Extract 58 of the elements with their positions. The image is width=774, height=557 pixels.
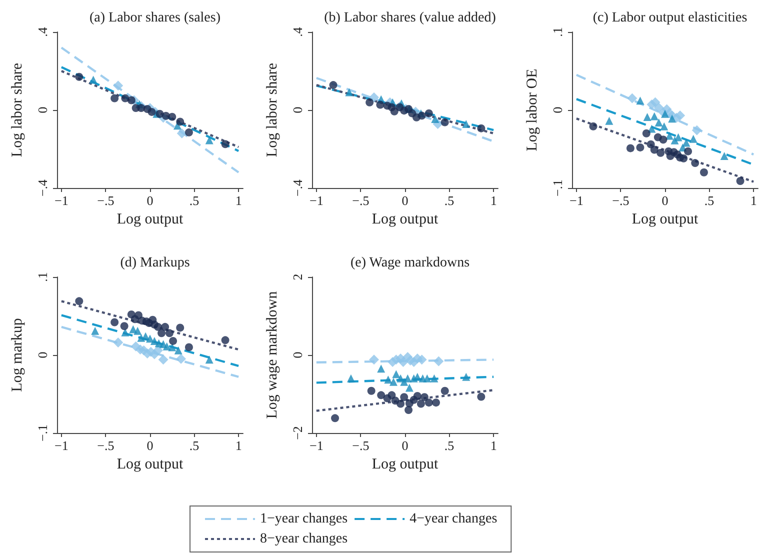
x-tick-label: 0 (402, 438, 408, 453)
x-tick-label: −.5 (352, 438, 370, 453)
x-tick-label: 1 (235, 193, 242, 208)
x-tick-label: .5 (189, 438, 200, 453)
x-axis-title: Log output (372, 456, 439, 472)
x-tick-label: −1 (54, 438, 68, 453)
y-axis-title: Log labor share (10, 62, 26, 158)
legend-label: 8−year changes (260, 532, 348, 546)
x-tick-label: .5 (444, 438, 454, 453)
y-axis-title: Log wage markdown (264, 290, 280, 419)
x-tick-label: 0 (662, 193, 668, 208)
y-axis-title: Log labor share (264, 62, 280, 158)
chart-title: (c) Labor output elasticities (592, 10, 748, 26)
legend-label: 1−year changes (260, 512, 348, 526)
y-tick-label: 0 (290, 352, 305, 358)
chart-title: (b) Labor shares (value added) (324, 10, 496, 26)
x-tick-label: −1 (570, 193, 584, 208)
x-axis-title: Log output (116, 456, 184, 472)
y-tick-label: .1 (550, 27, 565, 37)
x-tick-label: 1 (490, 438, 497, 453)
x-tick-label: 1 (235, 438, 242, 453)
x-axis-title: Log output (632, 212, 699, 228)
y-tick-label: .4 (290, 26, 305, 37)
y-tick-label: 0 (35, 106, 50, 114)
x-tick-label: 1 (490, 193, 497, 208)
x-tick-label: .5 (444, 193, 454, 208)
y-tick-label: −.1 (35, 424, 50, 442)
y-tick-label: 0 (35, 352, 50, 358)
y-tick-label: −2 (290, 426, 305, 440)
x-tick-label: −.5 (97, 438, 114, 453)
legend-label: 4−year changes (410, 512, 498, 526)
x-tick-label: −.5 (352, 193, 370, 208)
x-tick-label: 0 (402, 193, 408, 208)
y-tick-label: .4 (35, 26, 50, 37)
x-tick-label: 0 (146, 193, 154, 208)
x-tick-label: 1 (750, 193, 757, 208)
y-tick-label: −.1 (550, 179, 565, 197)
x-tick-label: .5 (189, 193, 200, 208)
x-tick-label: −.5 (612, 193, 630, 208)
y-tick-label: 0 (290, 106, 305, 114)
x-tick-label: −.5 (97, 193, 114, 208)
x-tick-label: .5 (704, 193, 714, 208)
y-axis-title: Log labor OE (524, 68, 540, 152)
chart-title: (d) Markups (120, 256, 190, 270)
x-tick-label: −1 (310, 438, 324, 453)
y-tick-label: −.4 (290, 178, 305, 197)
chart-title: (e) Wage markdowns (350, 256, 470, 270)
x-axis-title: Log output (372, 212, 439, 228)
y-tick-label: 2 (290, 274, 305, 280)
x-tick-label: 0 (146, 438, 154, 453)
x-tick-label: −1 (310, 193, 324, 208)
chart-title: (a) Labor shares (sales) (90, 10, 221, 26)
y-tick-label: −.4 (35, 178, 50, 197)
y-tick-label: .1 (35, 272, 50, 282)
y-axis-title: Log markup (10, 318, 26, 392)
y-tick-label: 0 (550, 106, 565, 114)
x-tick-label: −1 (54, 193, 68, 208)
x-axis-title: Log output (116, 212, 184, 228)
